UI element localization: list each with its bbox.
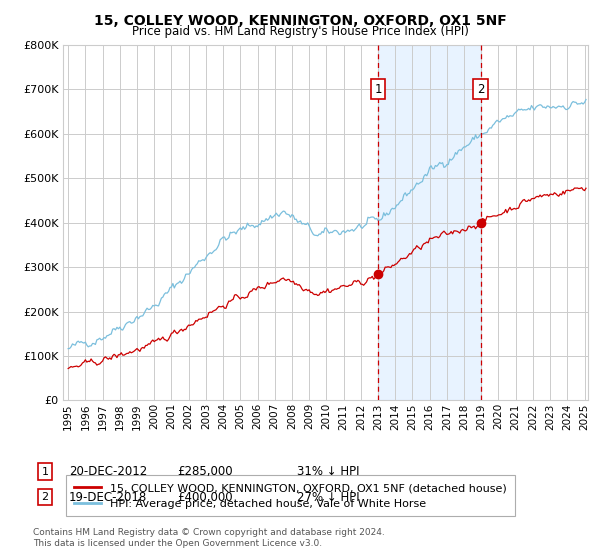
Text: 2: 2	[477, 83, 484, 96]
Text: 15, COLLEY WOOD, KENNINGTON, OXFORD, OX1 5NF: 15, COLLEY WOOD, KENNINGTON, OXFORD, OX1…	[94, 14, 506, 28]
Text: 1: 1	[41, 466, 49, 477]
Text: This data is licensed under the Open Government Licence v3.0.: This data is licensed under the Open Gov…	[33, 539, 322, 548]
Text: 19-DEC-2018: 19-DEC-2018	[69, 491, 147, 504]
Text: 27% ↓ HPI: 27% ↓ HPI	[297, 491, 359, 504]
Text: £400,000: £400,000	[177, 491, 233, 504]
Text: 1: 1	[374, 83, 382, 96]
Text: 31% ↓ HPI: 31% ↓ HPI	[297, 465, 359, 478]
Text: £285,000: £285,000	[177, 465, 233, 478]
Legend: 15, COLLEY WOOD, KENNINGTON, OXFORD, OX1 5NF (detached house), HPI: Average pric: 15, COLLEY WOOD, KENNINGTON, OXFORD, OX1…	[66, 475, 515, 516]
Text: 2: 2	[41, 492, 49, 502]
Text: Price paid vs. HM Land Registry's House Price Index (HPI): Price paid vs. HM Land Registry's House …	[131, 25, 469, 38]
Bar	[378, 45, 481, 400]
Text: Contains HM Land Registry data © Crown copyright and database right 2024.: Contains HM Land Registry data © Crown c…	[33, 528, 385, 536]
Text: 20-DEC-2012: 20-DEC-2012	[69, 465, 147, 478]
